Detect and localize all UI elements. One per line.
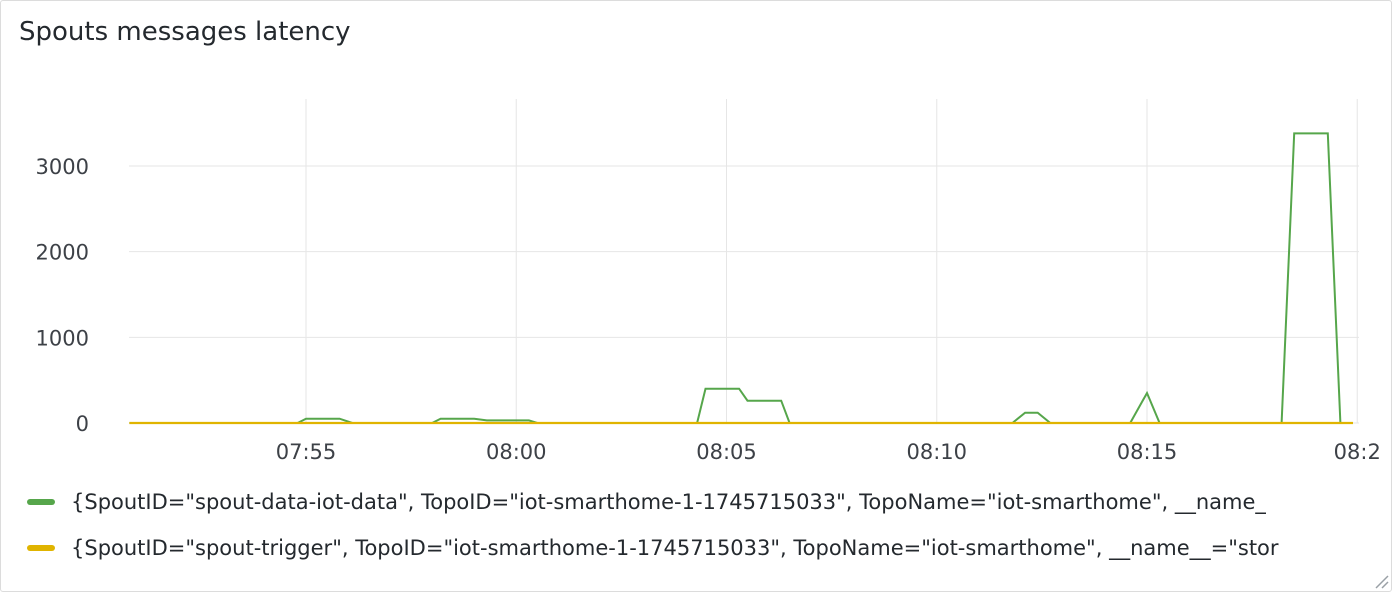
y-tick-label: 1000 [36,326,89,350]
y-tick-label: 2000 [36,241,89,265]
y-tick-label: 3000 [36,155,89,179]
x-tick-label: 08:05 [696,440,757,464]
grid [129,99,1359,424]
y-axis: 0 1000 2000 3000 [36,155,89,436]
x-tick-label: 08:15 [1117,440,1178,464]
y-tick-label: 0 [76,412,89,436]
resize-handle-icon[interactable] [1371,571,1389,589]
panel-title[interactable]: Spouts messages latency [19,17,351,47]
legend-label: {SpoutID="spout-trigger", TopoID="iot-sm… [71,536,1279,560]
legend-label: {SpoutID="spout-data-iot-data", TopoID="… [71,490,1266,514]
legend-swatch-yellow [27,545,55,551]
x-tick-label: 08:10 [906,440,967,464]
series-lines [129,132,1353,425]
x-tick-label: 08:2 [1334,440,1381,464]
legend-swatch-green [27,499,55,505]
legend-item-spout-trigger[interactable]: {SpoutID="spout-trigger", TopoID="iot-sm… [27,531,1379,565]
series-line-spout-data-iot-data [129,132,1353,424]
legend-item-spout-data-iot-data[interactable]: {SpoutID="spout-data-iot-data", TopoID="… [27,485,1379,519]
x-tick-label: 08:00 [486,440,547,464]
x-axis: 07:55 08:00 08:05 08:10 08:15 08:2 [276,440,1381,464]
x-tick-label: 07:55 [276,440,337,464]
